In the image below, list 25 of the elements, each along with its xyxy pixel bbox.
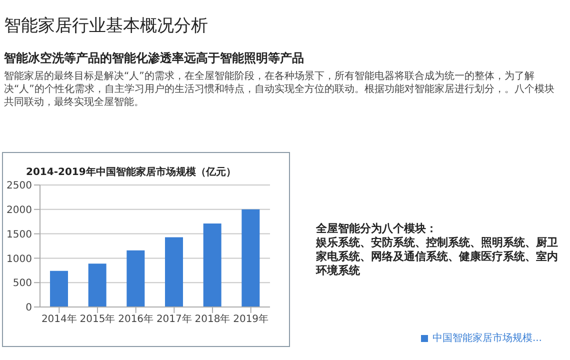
text: 娱乐系统、安防系统、控制系统、照明系统、厨卫家电系统、网络及通信系统、健康医疗系统、室内环境系统 <box>316 236 559 278</box>
x-tick-label: 2014年 <box>41 313 77 326</box>
x-tick-label: 2016年 <box>118 313 154 326</box>
y-tick-label: 1000 <box>6 254 32 265</box>
text: 全屋智能分为八个模块： <box>316 222 438 236</box>
bar <box>88 264 106 307</box>
x-tick-label: 2017年 <box>156 313 192 326</box>
x-tick-label: 2015年 <box>80 313 116 326</box>
bar <box>203 224 222 307</box>
y-tick-label: 1500 <box>6 229 32 240</box>
x-tick-label: 2019年 <box>233 313 269 326</box>
bar <box>126 250 145 307</box>
bar <box>165 237 183 307</box>
y-tick-label: 0 <box>26 302 32 314</box>
y-tick-label: 500 <box>12 278 32 290</box>
bar <box>242 209 260 307</box>
text: 智能冰空洗等产品的智能化渗透率远高于智能照明等产品 <box>4 50 304 67</box>
legend-label: 中国智能家居市场规模... <box>432 333 542 344</box>
text: 智能家居的最终目标是解决“人”的需求，在全屋智能阶段，在各种场景下，所有智能电器将联合成为统一的整体，为了解决“人”的个性化需求，自主学习用户的生活习惯和特点，自动实现全方位的联动。根据功能对智能家居进行划分，。八个模块共同联动，最终实现全屋智能。 <box>4 70 556 109</box>
y-tick-label: 2500 <box>6 180 32 192</box>
y-tick-label: 2000 <box>6 204 32 216</box>
text: 智能家居行业基本概况分析 <box>4 15 208 37</box>
bar <box>50 270 68 307</box>
x-tick-label: 2018年 <box>194 313 230 326</box>
chart-title: 2014-2019年中国智能家居市场规模（亿元） <box>26 165 236 179</box>
